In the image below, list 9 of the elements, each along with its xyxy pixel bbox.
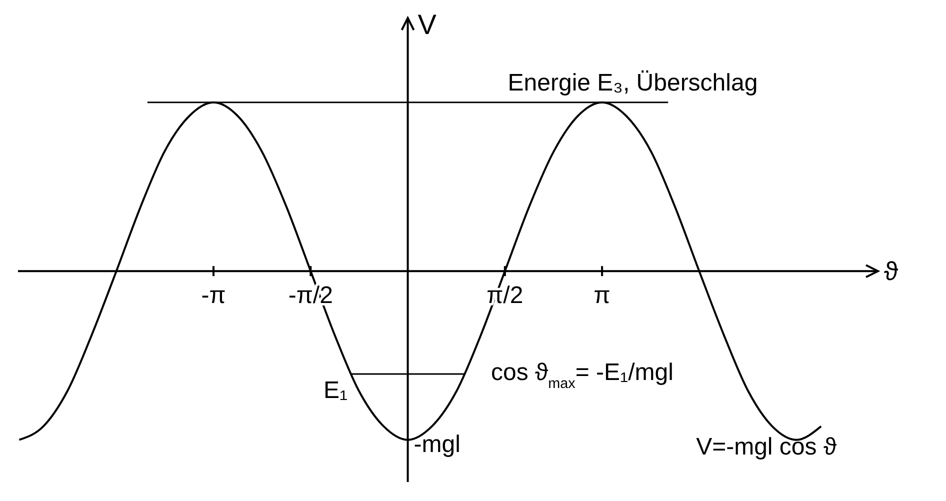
x-tick-label: -π bbox=[201, 282, 226, 310]
x-tick-label: π bbox=[594, 282, 610, 310]
series-label: V=-mgl cos ϑ bbox=[696, 433, 837, 460]
ref-line-label: Energie E₃, Überschlag bbox=[508, 69, 758, 96]
ref-line-label: E₁ bbox=[323, 377, 348, 404]
x-axis-title: ϑ bbox=[884, 256, 899, 286]
annotation: cos ϑ$_{max}$= -E₁/mgl bbox=[491, 358, 674, 392]
y-axis-title: V bbox=[418, 9, 437, 40]
annotation: -mgl bbox=[414, 430, 460, 458]
